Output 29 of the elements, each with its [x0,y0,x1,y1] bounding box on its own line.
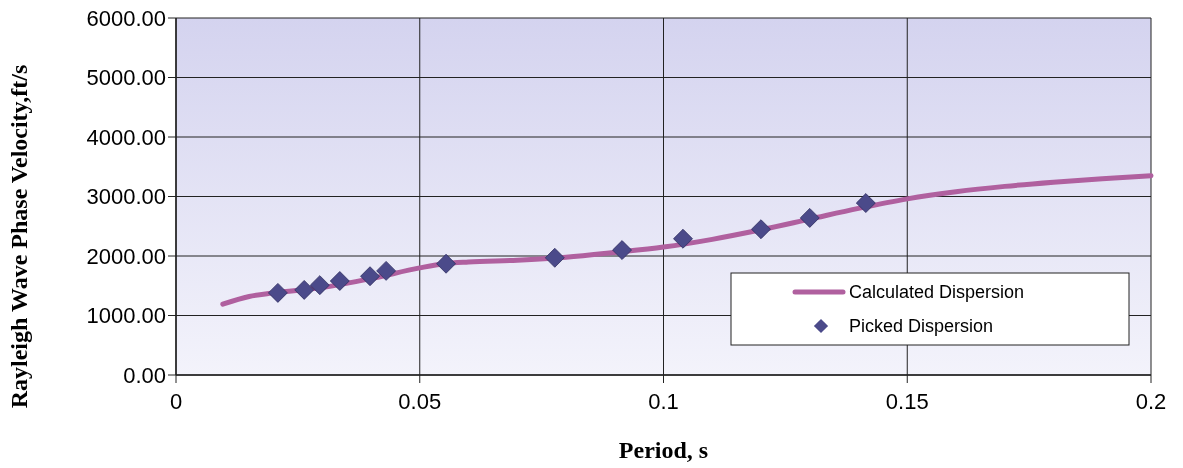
point [309,275,330,296]
legend-label: Picked Dispersion [849,316,994,337]
point [268,283,288,303]
x-tick-label: 0.2 [1135,389,1167,414]
y-tick-label: 6000.00 [86,5,166,31]
y-tick-label: 1000.00 [86,303,166,329]
y-tick-label: 2000.00 [86,243,166,269]
point [436,253,456,274]
point [751,219,771,240]
point [376,260,396,281]
point [855,193,876,213]
y-tick-label: 3000.00 [86,184,166,210]
y-axis-title: Rayleigh Wave Phase Velocity,ft/s [6,64,32,409]
x-tick-label: 0.05 [398,389,442,414]
x-tick-label: 0.1 [648,389,679,414]
x-axis-title: Period, s [618,437,709,463]
legend-label: Calculated Dispersion [849,282,1025,303]
y-tick-label: 0.00 [123,362,166,388]
point [544,247,565,268]
point [673,228,693,249]
point [612,240,632,260]
point [799,208,820,228]
x-tick-label: 0.15 [885,389,929,414]
x-tick-label: 0 [169,389,183,414]
y-tick-label: 4000.00 [86,124,166,150]
point [329,271,350,291]
point [294,280,315,300]
point [360,266,380,287]
y-tick-label: 5000.00 [86,65,166,91]
